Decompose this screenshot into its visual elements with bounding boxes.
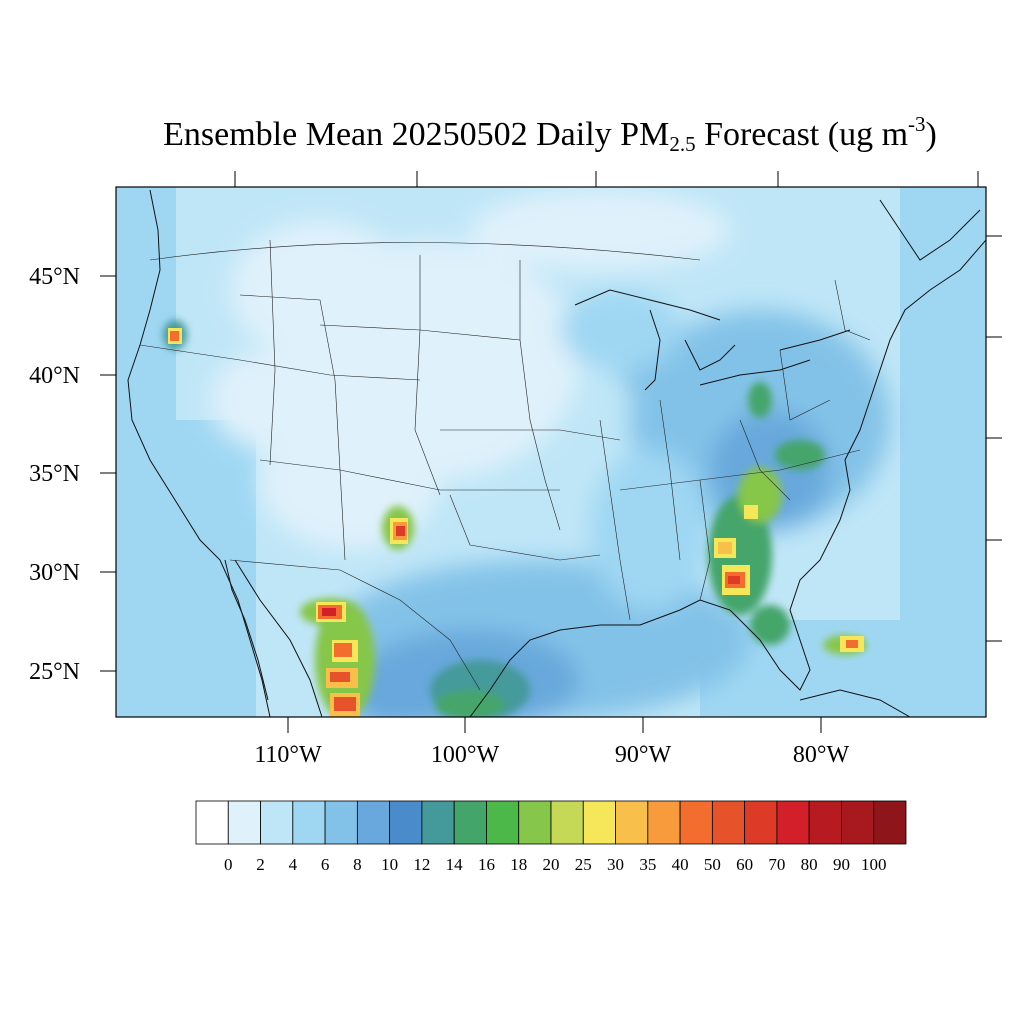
lon-label: 90°W (615, 742, 672, 768)
colorbar-swatch (808, 800, 842, 845)
colorbar-label: 6 (321, 855, 330, 874)
title-text: Ensemble Mean 20250502 Daily PM (163, 116, 670, 153)
colorbar-label: 40 (672, 855, 689, 874)
colorbar-label: 16 (478, 855, 495, 874)
lat-label: 25°N (29, 659, 80, 685)
colorbar-label: 80 (801, 855, 818, 874)
map-title: Ensemble Mean 20250502 Daily PM2.5 Forec… (0, 112, 1024, 157)
fire-hotspots (168, 328, 864, 717)
colorbar-swatch (582, 800, 616, 845)
colorbar-swatch (324, 800, 358, 845)
colorbar: 0 2 4 6 8 10 12 14 16 18 20 25 30 35 40 50 60 70 80 90 100 (195, 800, 907, 874)
lat-label: 40°N (29, 363, 80, 389)
colorbar-swatch (453, 800, 487, 845)
colorbar-swatch (227, 800, 261, 845)
colorbar-label: 2 (256, 855, 265, 874)
coastlines (127, 189, 986, 717)
colorbar-label: 50 (704, 855, 721, 874)
colorbar-label: 14 (446, 855, 464, 874)
colorbar-label: 0 (224, 855, 233, 874)
colorbar-label: 60 (736, 855, 753, 874)
colorbar-label: 10 (381, 855, 398, 874)
colorbar-swatch (711, 800, 746, 845)
colorbar-label: 12 (413, 855, 430, 874)
colorbar-swatch (615, 800, 649, 845)
colorbar-label: 35 (639, 855, 656, 874)
colorbar-swatch (873, 800, 907, 845)
colorbar-label: 20 (543, 855, 560, 874)
colorbar-swatch (486, 800, 520, 845)
colorbar-label: 30 (607, 855, 624, 874)
lon-label: 80°W (793, 742, 850, 768)
concentration-field (116, 187, 986, 717)
colorbar-swatch (292, 800, 326, 845)
colorbar-swatch (195, 800, 229, 845)
title-text-end: ) (925, 116, 937, 153)
longitude-axis: 110°W 100°W 90°W 80°W (234, 171, 979, 768)
lon-label: 100°W (431, 742, 500, 768)
colorbar-label: 90 (833, 855, 850, 874)
title-superscript: -3 (908, 112, 926, 136)
lon-label: 110°W (254, 742, 322, 768)
colorbar-swatch (647, 800, 681, 845)
colorbar-swatch (389, 800, 423, 845)
colorbar-label: 4 (289, 855, 298, 874)
lat-label: 30°N (29, 560, 80, 586)
colorbar-swatch (260, 800, 294, 845)
colorbar-label: 70 (768, 855, 785, 874)
colorbar-swatch (550, 800, 584, 845)
colorbar-label: 18 (510, 855, 527, 874)
map-frame (115, 186, 987, 718)
colorbar-swatch (744, 800, 778, 845)
latitude-axis: 45°N 40°N 35°N 30°N 25°N (29, 235, 1002, 685)
title-subscript: 2.5 (669, 132, 696, 156)
colorbar-swatch (518, 800, 552, 845)
colorbar-swatch (679, 800, 713, 845)
colorbar-swatch (356, 800, 391, 845)
colorbar-swatch (841, 800, 875, 845)
colorbar-label: 8 (353, 855, 362, 874)
lat-label: 45°N (29, 264, 80, 290)
lat-label: 35°N (29, 461, 80, 487)
title-text-units: Forecast (ug m (695, 116, 909, 153)
colorbar-label: 100 (861, 855, 887, 874)
colorbar-label: 25 (575, 855, 592, 874)
colorbar-swatch (776, 800, 810, 845)
colorbar-swatch (421, 800, 455, 845)
state-borders (139, 239, 871, 691)
